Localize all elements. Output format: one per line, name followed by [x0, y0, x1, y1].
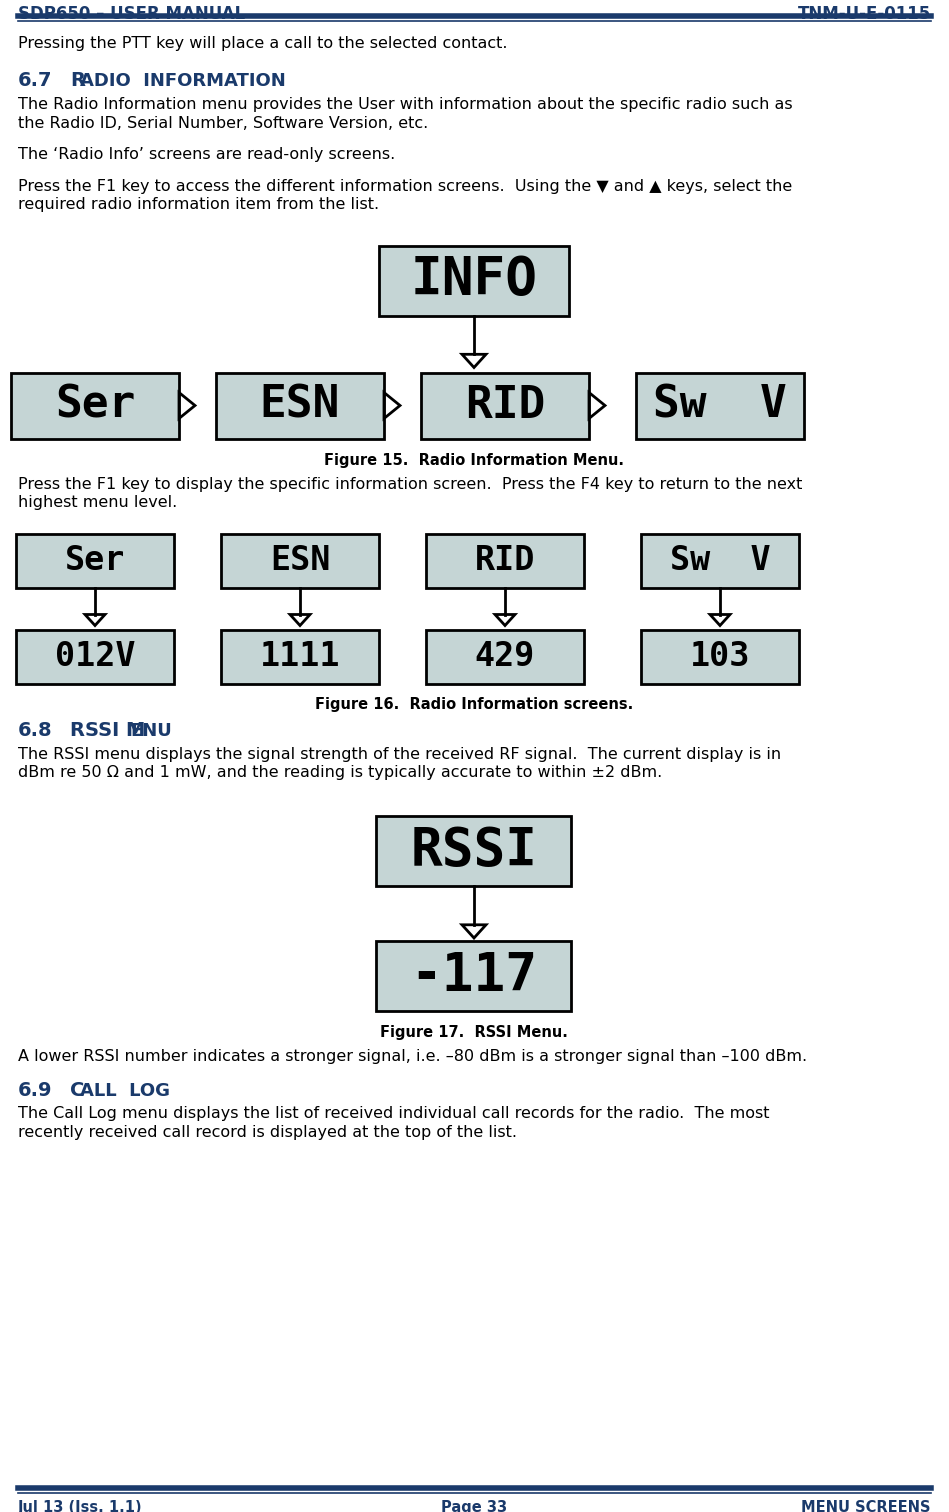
- Text: R: R: [70, 71, 85, 91]
- Text: RSSI: RSSI: [411, 826, 537, 877]
- Text: Ser: Ser: [65, 544, 125, 578]
- Text: RID: RID: [465, 384, 545, 426]
- Text: 6.8: 6.8: [18, 721, 52, 741]
- FancyBboxPatch shape: [11, 372, 179, 438]
- Text: 6.9: 6.9: [18, 1081, 52, 1099]
- Text: Press the F1 key to access the different information screens.  Using the ▼ and ▲: Press the F1 key to access the different…: [18, 178, 792, 194]
- Text: 103: 103: [690, 640, 751, 673]
- Text: highest menu level.: highest menu level.: [18, 494, 177, 510]
- FancyBboxPatch shape: [636, 372, 804, 438]
- FancyBboxPatch shape: [641, 629, 799, 683]
- Text: RID: RID: [474, 544, 535, 578]
- Text: ESN: ESN: [260, 384, 340, 426]
- Text: recently received call record is displayed at the top of the list.: recently received call record is display…: [18, 1125, 517, 1140]
- Text: MENU SCREENS: MENU SCREENS: [802, 1500, 931, 1512]
- FancyBboxPatch shape: [426, 629, 584, 683]
- Text: dBm re 50 Ω and 1 mW, and the reading is typically accurate to within ±2 dBm.: dBm re 50 Ω and 1 mW, and the reading is…: [18, 765, 662, 780]
- Text: Press the F1 key to display the specific information screen.  Press the F4 key t: Press the F1 key to display the specific…: [18, 476, 802, 491]
- Text: The Radio Information menu provides the User with information about the specific: The Radio Information menu provides the …: [18, 97, 792, 112]
- Text: 6.7: 6.7: [18, 71, 52, 91]
- FancyBboxPatch shape: [641, 534, 799, 588]
- Text: RSSI M: RSSI M: [70, 721, 145, 741]
- FancyBboxPatch shape: [221, 629, 379, 683]
- Text: Figure 17.  RSSI Menu.: Figure 17. RSSI Menu.: [380, 1025, 568, 1040]
- Text: ADIO  INFORMATION: ADIO INFORMATION: [80, 73, 286, 91]
- Text: TNM-U-E-0115: TNM-U-E-0115: [798, 5, 931, 23]
- FancyBboxPatch shape: [16, 534, 174, 588]
- Text: INFO: INFO: [411, 254, 537, 307]
- Text: 012V: 012V: [55, 640, 136, 673]
- Text: ENU: ENU: [130, 723, 172, 741]
- Text: C: C: [70, 1081, 84, 1099]
- Text: Sw  V: Sw V: [653, 384, 787, 426]
- Text: required radio information item from the list.: required radio information item from the…: [18, 197, 379, 212]
- Text: The Call Log menu displays the list of received individual call records for the : The Call Log menu displays the list of r…: [18, 1105, 770, 1120]
- Text: the Radio ID, Serial Number, Software Version, etc.: the Radio ID, Serial Number, Software Ve…: [18, 115, 428, 130]
- Text: ESN: ESN: [270, 544, 330, 578]
- FancyBboxPatch shape: [377, 940, 571, 1012]
- Text: The RSSI menu displays the signal strength of the received RF signal.  The curre: The RSSI menu displays the signal streng…: [18, 747, 781, 762]
- Text: Jul 13 (Iss. 1.1): Jul 13 (Iss. 1.1): [18, 1500, 142, 1512]
- Text: Pressing the PTT key will place a call to the selected contact.: Pressing the PTT key will place a call t…: [18, 36, 508, 51]
- Text: Ser: Ser: [55, 384, 135, 426]
- Text: Figure 15.  Radio Information Menu.: Figure 15. Radio Information Menu.: [324, 452, 624, 467]
- Text: Sw  V: Sw V: [670, 544, 771, 578]
- Text: -117: -117: [411, 950, 537, 1002]
- FancyBboxPatch shape: [379, 245, 569, 316]
- Text: 429: 429: [474, 640, 535, 673]
- FancyBboxPatch shape: [221, 534, 379, 588]
- Text: Page 33: Page 33: [441, 1500, 507, 1512]
- FancyBboxPatch shape: [421, 372, 589, 438]
- FancyBboxPatch shape: [216, 372, 384, 438]
- Text: A lower RSSI number indicates a stronger signal, i.e. –80 dBm is a stronger sign: A lower RSSI number indicates a stronger…: [18, 1049, 808, 1064]
- FancyBboxPatch shape: [16, 629, 174, 683]
- Text: Figure 16.  Radio Information screens.: Figure 16. Radio Information screens.: [315, 697, 633, 712]
- Text: SDP650 – USER MANUAL: SDP650 – USER MANUAL: [18, 5, 245, 23]
- Text: 1111: 1111: [260, 640, 341, 673]
- FancyBboxPatch shape: [377, 816, 571, 886]
- Text: The ‘Radio Info’ screens are read-only screens.: The ‘Radio Info’ screens are read-only s…: [18, 147, 395, 162]
- FancyBboxPatch shape: [426, 534, 584, 588]
- Text: ALL  LOG: ALL LOG: [80, 1081, 170, 1099]
